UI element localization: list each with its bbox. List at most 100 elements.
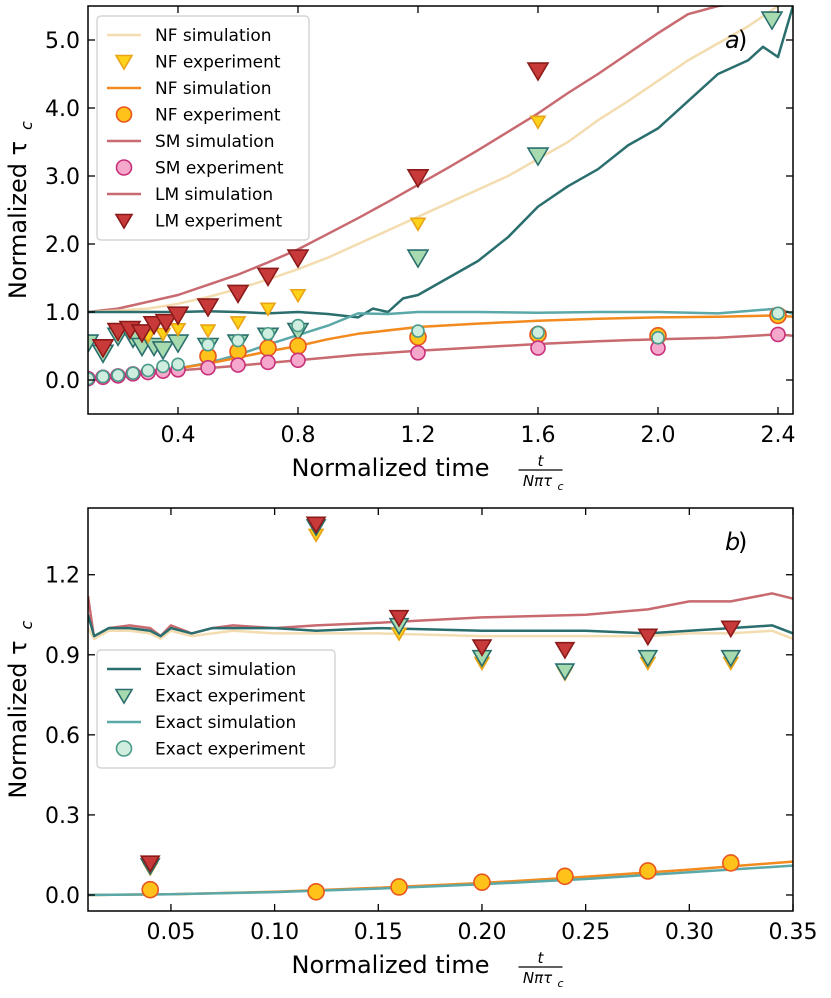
x-axis-label-denominator-sub: c — [558, 977, 564, 990]
legend-label: Exact experiment — [155, 687, 306, 707]
legend-label: NF experiment — [155, 53, 281, 73]
series-lm-experiment-point — [226, 284, 250, 305]
y-tick-label: 0.0 — [45, 369, 80, 394]
series-nf-simulation-small--line — [88, 860, 793, 897]
series-exact-experiment-small--point — [201, 337, 215, 352]
legend-marker-swatch — [115, 159, 133, 176]
series-lm-experiment-point — [91, 339, 115, 359]
series-exact-experiment-small--point — [156, 359, 170, 374]
legend-marker-swatch — [114, 688, 134, 705]
legend-item: NF experiment — [115, 106, 281, 126]
y-tick-label: 3.0 — [45, 165, 80, 190]
x-axis-label-text: Normalized time — [292, 454, 490, 482]
panel-tag-paren: ) — [738, 528, 747, 556]
y-axis-label-text: Normalized τ — [4, 640, 32, 798]
series-nf-simulation-large--line — [88, 627, 793, 641]
series-nf-experiment-circle--point — [307, 882, 325, 901]
series-exact-experiment-small--point — [291, 318, 305, 333]
y-tick-label: 0.0 — [45, 884, 80, 909]
legend-item: LM simulation — [107, 185, 273, 205]
series-nf-experiment-triangle--point — [229, 316, 247, 331]
series-exact-experiment-small- — [88, 306, 785, 386]
series-exact-simulation-large- — [88, 6, 793, 319]
series-exact-experiment-large--point — [637, 649, 659, 668]
series-lm-experiment-point — [305, 516, 327, 535]
series-nf-experiment-triangle--point — [199, 324, 217, 339]
series-exact-experiment-large--point — [720, 649, 742, 668]
y-axis-label-sub: c — [17, 121, 36, 130]
x-tick-label: 0.05 — [146, 920, 195, 945]
y-tick-label: 0.9 — [45, 644, 80, 669]
legend-box — [96, 649, 336, 769]
y-axis-label: Normalized τ c — [4, 121, 36, 299]
series-lm-experiment-point — [166, 306, 190, 326]
series-nf-experiment-circle--point — [639, 862, 657, 880]
legend-marker-swatch — [115, 106, 133, 123]
legend-label: SM experiment — [155, 159, 284, 179]
x-axis-label: Normalized time t Nπτ c — [292, 452, 564, 493]
y-axis-label-sub: c — [17, 621, 36, 630]
series-lm-experiment — [91, 62, 550, 359]
series-exact-simulation-small- — [88, 864, 793, 897]
panel-b: 0.05 0.10 0.15 0.20 0.25 0.30 0.35 0.0 0.3 0.6 0.9… — [4, 507, 817, 990]
legend-item: Exact simulation — [107, 713, 296, 733]
panel-tag-paren: ) — [738, 26, 747, 54]
series-lm-experiment-point — [286, 249, 310, 269]
series-nf-simulation-large- — [88, 6, 779, 314]
legend-label: NF simulation — [155, 79, 272, 99]
series-nf-experiment-circle--point — [259, 339, 277, 357]
legend-box — [96, 15, 310, 241]
x-axis-label-denominator-sub: c — [558, 480, 564, 493]
series-lm-simulation-line — [88, 592, 793, 641]
series-nf-experiment-circle--point — [556, 867, 574, 886]
series-exact-experiment-small--point — [96, 369, 110, 384]
panel-a: 0.4 0.8 1.2 1.6 2.0 2.4 0.0 1.0 2.0 3.0 4.0 5.0 Norm… — [4, 5, 796, 493]
y-tick-label: 2.0 — [45, 233, 80, 258]
series-lm-experiment-point — [388, 609, 410, 628]
series-nf-simulation-large--line — [88, 6, 779, 314]
plot-frame — [87, 5, 794, 415]
series-sm-experiment-point — [290, 352, 306, 369]
x-axis-label: Normalized time t Nπτ c — [292, 949, 564, 990]
legend-label: SM simulation — [155, 132, 274, 152]
series-exact-simulation-large- — [88, 614, 793, 638]
legend-item: Exact experiment — [114, 687, 306, 707]
series-lm-experiment-point — [526, 62, 550, 82]
series-sm-experiment-point — [530, 340, 546, 356]
y-tick-label: 0.6 — [45, 724, 80, 749]
series-sm-simulation — [88, 333, 793, 382]
legend: Exact simulation Exact experiment Exact si… — [96, 649, 336, 769]
panel-tag-letter: a — [725, 26, 740, 54]
y-tick-label: 5.0 — [45, 29, 80, 54]
series-nf-experiment-circle--point — [473, 873, 491, 891]
series-nf-experiment-circle--point — [390, 878, 408, 896]
series-exact-experiment-small--point — [141, 363, 155, 378]
plot-frame — [87, 507, 794, 912]
series-lm-experiment-point — [637, 628, 659, 647]
legend-item: LM experiment — [114, 212, 283, 232]
series-exact-simulation-large--line — [88, 6, 793, 319]
series-nf-experiment-circle--point — [141, 880, 160, 899]
series-lm-experiment-point — [720, 620, 742, 639]
legend-item: SM simulation — [107, 132, 274, 152]
x-tick-label: 2.0 — [641, 423, 676, 448]
legend-label: Exact experiment — [155, 740, 306, 760]
x-tick-label: 0.4 — [161, 423, 196, 448]
y-tick-label: 1.2 — [45, 564, 80, 589]
series-sm-experiment-point — [770, 326, 786, 343]
series-nf-experiment-triangle--point — [409, 217, 427, 232]
series-sm-experiment-point — [260, 354, 276, 371]
series-lm-experiment-point — [196, 298, 220, 318]
x-tick-label: 0.10 — [250, 920, 299, 945]
panel-tag: b) — [725, 528, 747, 556]
series-exact-experiment-small--point — [771, 306, 785, 321]
series-nf-experiment-triangle--point — [529, 115, 547, 130]
x-tick-label: 1.6 — [521, 423, 556, 448]
legend-label: Exact simulation — [155, 713, 296, 733]
series-exact-experiment-small--point — [651, 331, 665, 345]
x-axis-label-numerator: t — [538, 452, 545, 470]
series-exact-experiment-small--point — [88, 371, 95, 386]
series-exact-experiment-small--point — [261, 326, 275, 341]
legend-item: Exact simulation — [107, 660, 296, 680]
series-exact-experiment-small--point — [171, 357, 185, 372]
